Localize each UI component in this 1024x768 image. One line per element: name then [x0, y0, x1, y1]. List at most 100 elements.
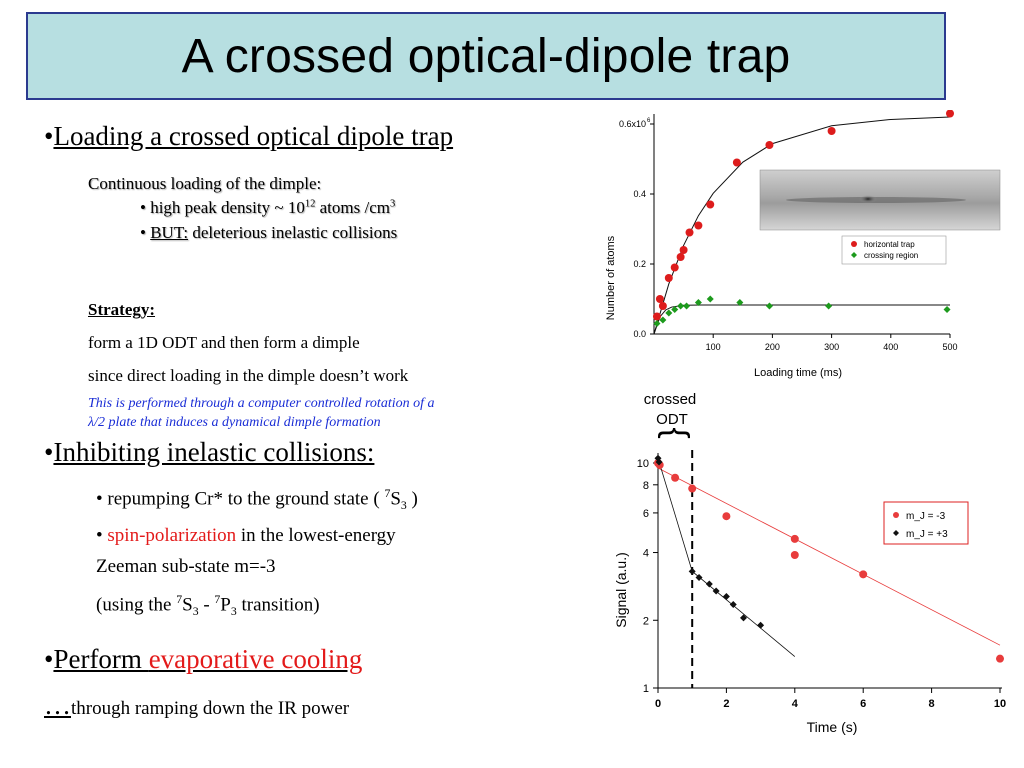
data-point	[732, 158, 741, 167]
data-point	[996, 654, 1004, 663]
bullet-evaporative-red: evaporative cooling	[148, 644, 363, 674]
bullet-loading: •Loading a crossed optical dipole trap	[44, 121, 453, 152]
y-tick-label: 10	[637, 458, 649, 470]
legend-red-marker	[851, 241, 857, 247]
data-point	[652, 312, 661, 321]
strategy-heading: Strategy:	[88, 300, 156, 319]
data-point	[765, 302, 773, 310]
data-point	[659, 316, 667, 324]
y-tick-label: 0.4	[633, 189, 646, 199]
data-point	[943, 306, 951, 313]
data-point	[653, 320, 661, 327]
data-point	[654, 454, 662, 462]
annotation-crossed: crossed	[644, 391, 697, 408]
y-tick-label: 0.2	[633, 259, 646, 269]
y-tick-label: 8	[643, 480, 649, 492]
decay-chart-xlabel: Time (s)	[807, 719, 858, 735]
data-point	[694, 299, 702, 306]
legend-mj-minus3: m_J = -3	[906, 511, 946, 522]
zeeman-line: Zeeman sub-state m=-3	[96, 556, 276, 577]
transition-p1: (using the	[96, 594, 177, 616]
fit-line	[657, 458, 796, 657]
data-point	[740, 614, 747, 622]
transition-S: S	[182, 594, 193, 616]
data-point	[736, 299, 744, 306]
data-point	[765, 141, 774, 149]
x-tick-label: 10	[994, 698, 1006, 710]
data-point	[790, 534, 799, 543]
transition-line: (using the 7S3 - 7P3 transition)	[96, 593, 320, 619]
data-point	[790, 551, 799, 560]
data-point	[946, 110, 954, 118]
spin-pol-red: spin-polarization	[107, 525, 237, 546]
data-point	[664, 274, 673, 282]
legend-crossing-region: crossing region	[864, 251, 918, 260]
bullet-dot: •	[44, 644, 54, 674]
data-point	[679, 246, 688, 254]
absorption-image	[759, 169, 1001, 231]
legend-red-marker	[893, 512, 899, 518]
data-point	[757, 621, 765, 629]
last-line-text: through ramping down the IR power	[71, 698, 350, 719]
legend-green-marker	[851, 252, 857, 258]
x-tick-label: 400	[883, 342, 898, 352]
but-line: • BUT: deleterious inelastic collisions	[140, 223, 397, 243]
repump-line: • repumping Cr* to the ground state ( 7S…	[96, 487, 418, 513]
y-tick-label: 2	[643, 615, 649, 627]
fit-curve	[653, 304, 950, 335]
loading-chart: 100 200 300 400 500 0.0 0.2 0.4 0.6x10 6 Loading …	[605, 110, 1001, 379]
loading-chart-ylabel: Number of atoms	[605, 235, 617, 320]
data-point	[722, 512, 731, 521]
data-point	[722, 593, 730, 601]
y-tick-label: 0.0	[633, 329, 646, 339]
data-point	[729, 601, 737, 609]
data-point	[655, 295, 664, 303]
y-tick-exponent: 6	[647, 118, 651, 124]
transition-b2: 3	[230, 605, 237, 619]
decay-chart-legend: m_J = -3 m_J = +3	[883, 501, 969, 545]
data-point	[695, 573, 703, 581]
transition-s1: 7	[176, 593, 183, 606]
data-point	[671, 306, 679, 313]
data-point	[670, 263, 679, 272]
legend-black-marker	[893, 530, 899, 536]
transition-s2: 7	[214, 593, 221, 606]
data-point	[683, 302, 691, 310]
data-point	[712, 587, 720, 595]
annotation-brace: {	[657, 427, 695, 438]
data-point	[688, 567, 696, 575]
bullet-evaporative-label: Perform	[53, 644, 149, 674]
bullet-inhibiting: •Inhibiting inelastic collisions:	[44, 437, 374, 468]
x-tick-label: 100	[706, 342, 721, 352]
x-tick-label: 500	[942, 342, 957, 352]
continuous-loading: Continuous loading of the dimple:	[88, 174, 322, 193]
repump-S: S	[390, 488, 401, 510]
x-tick-label: 0	[655, 698, 661, 710]
slide-title: A crossed optical-dipole trap	[181, 29, 791, 83]
annotation-odt: ODT	[656, 411, 688, 428]
but-word: BUT:	[150, 223, 189, 242]
y-tick-label: 6	[643, 508, 649, 520]
loading-chart-legend: horizontal trap crossing region	[841, 235, 947, 265]
bullet-loading-label: Loading a crossed optical dipole trap	[53, 121, 454, 151]
transition-b1: 3	[192, 605, 199, 619]
transition-end: transition)	[236, 594, 320, 616]
peak-density: • high peak density ~ 1012 atoms /cm3	[140, 198, 395, 218]
y-tick-label: 1	[643, 683, 649, 695]
peak-density-prefix: • high peak density ~ 10	[140, 198, 305, 217]
y-tick-label: 4	[643, 548, 649, 560]
peak-density-exp2: 3	[389, 198, 396, 210]
bullet-dot: •	[44, 121, 54, 151]
bullet-evaporative: •Perform evaporative cooling	[44, 644, 362, 675]
x-tick-label: 4	[792, 698, 799, 710]
title-banner: A crossed optical-dipole trap	[26, 12, 946, 100]
repump-prefix: • repumping Cr* to the ground state (	[96, 488, 385, 510]
data-point	[705, 580, 713, 588]
decay-chart-ylabel: Signal (a.u.)	[613, 552, 629, 627]
data-point	[859, 570, 868, 579]
data-point	[655, 458, 663, 466]
bullet-dot: •	[44, 437, 54, 467]
loading-chart-xlabel: Loading time (ms)	[754, 367, 842, 379]
strategy-line-2: since direct loading in the dimple doesn…	[88, 366, 409, 385]
